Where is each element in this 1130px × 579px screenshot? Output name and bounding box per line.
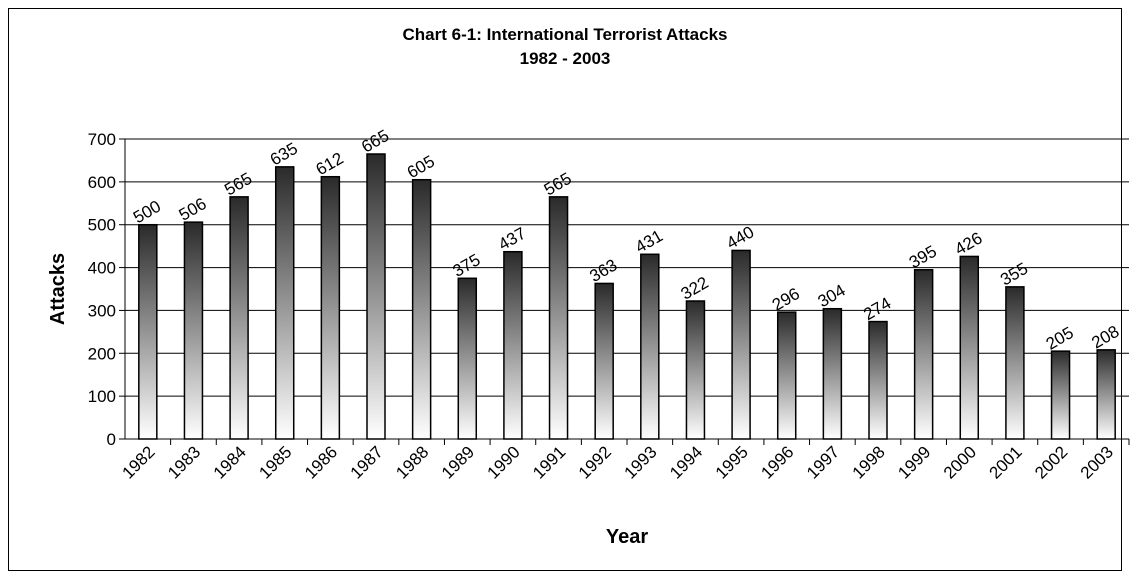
x-axis-ticks: 1982 1983 1984 1985 1986 1987 1988 1989 1990 1991… xyxy=(118,439,1130,483)
x-tick-label: 2002 xyxy=(1031,442,1071,482)
x-tick-label: 1996 xyxy=(757,442,797,482)
x-tick-label: 1982 xyxy=(118,442,158,482)
x-tick-label: 2000 xyxy=(940,442,980,482)
bar xyxy=(548,196,569,440)
bar xyxy=(1096,349,1116,440)
x-tick-label: 1995 xyxy=(712,442,752,482)
data-label: 208 xyxy=(1088,322,1122,353)
data-label: 304 xyxy=(815,281,849,312)
bar xyxy=(366,153,386,440)
data-label: 375 xyxy=(449,250,483,281)
data-label: 565 xyxy=(221,169,255,200)
y-tick-label: 400 xyxy=(88,259,116,278)
data-label: 363 xyxy=(586,255,620,286)
x-tick-label: 1986 xyxy=(301,442,341,482)
bar xyxy=(868,320,888,440)
x-tick-label: 1987 xyxy=(347,442,387,482)
data-label: 437 xyxy=(495,224,529,255)
x-axis-title: Year xyxy=(606,526,648,548)
x-tick-label: 1992 xyxy=(575,442,615,482)
bar xyxy=(503,250,523,440)
data-label: 205 xyxy=(1043,323,1077,354)
bar xyxy=(959,255,980,440)
data-label: 426 xyxy=(951,228,985,259)
y-axis-ticks: 0 100 200 300 400 500 600 700 xyxy=(88,130,125,449)
bar xyxy=(320,175,341,440)
bar xyxy=(731,249,751,440)
bar xyxy=(274,166,295,440)
y-axis-title: Attacks xyxy=(47,253,69,325)
x-tick-label: 1983 xyxy=(164,442,204,482)
y-tick-label: 0 xyxy=(107,430,116,449)
chart-subtitle: 1982 - 2003 xyxy=(520,49,611,68)
y-tick-label: 700 xyxy=(88,130,116,149)
x-tick-label: 1991 xyxy=(529,442,569,482)
data-label: 440 xyxy=(723,222,757,253)
x-tick-label: 2001 xyxy=(986,442,1026,482)
data-label: 506 xyxy=(176,194,210,225)
y-tick-label: 100 xyxy=(88,387,116,406)
bar xyxy=(138,223,158,440)
x-tick-label: 1993 xyxy=(620,442,660,482)
data-label: 322 xyxy=(678,273,712,304)
bar xyxy=(1050,350,1071,440)
x-tick-label: 1985 xyxy=(255,442,295,482)
y-tick-label: 500 xyxy=(88,216,116,235)
data-label: 274 xyxy=(860,293,894,324)
x-tick-label: 1988 xyxy=(392,442,432,482)
bars xyxy=(138,153,1116,440)
x-tick-label: 1990 xyxy=(484,442,524,482)
bar xyxy=(640,253,660,440)
x-tick-label: 2003 xyxy=(1077,442,1117,482)
bar xyxy=(183,221,204,440)
bar xyxy=(913,268,934,440)
y-tick-label: 200 xyxy=(88,344,116,363)
bar xyxy=(457,277,478,440)
data-label: 612 xyxy=(313,149,347,180)
data-label: 431 xyxy=(632,226,666,257)
data-label: 565 xyxy=(541,169,575,200)
data-label: 635 xyxy=(267,139,301,170)
y-tick-label: 600 xyxy=(88,173,116,192)
x-tick-label: 1999 xyxy=(894,442,934,482)
x-tick-label: 1997 xyxy=(803,442,843,482)
data-label: 500 xyxy=(130,197,164,228)
data-label: 605 xyxy=(404,152,438,183)
bar xyxy=(1005,286,1025,440)
chart-title: Chart 6-1: International Terrorist Attac… xyxy=(403,25,728,44)
x-tick-label: 1984 xyxy=(210,442,250,482)
bar xyxy=(776,311,797,440)
bar xyxy=(229,196,249,440)
bar xyxy=(822,307,843,440)
bar xyxy=(685,300,706,440)
x-tick-label: 1998 xyxy=(849,442,889,482)
data-label: 665 xyxy=(358,126,392,157)
x-tick-label: 1989 xyxy=(438,442,478,482)
y-tick-label: 300 xyxy=(88,301,116,320)
bar xyxy=(594,282,614,440)
data-label: 355 xyxy=(997,259,1031,290)
bar xyxy=(411,178,432,440)
x-tick-label: 1994 xyxy=(666,442,706,482)
